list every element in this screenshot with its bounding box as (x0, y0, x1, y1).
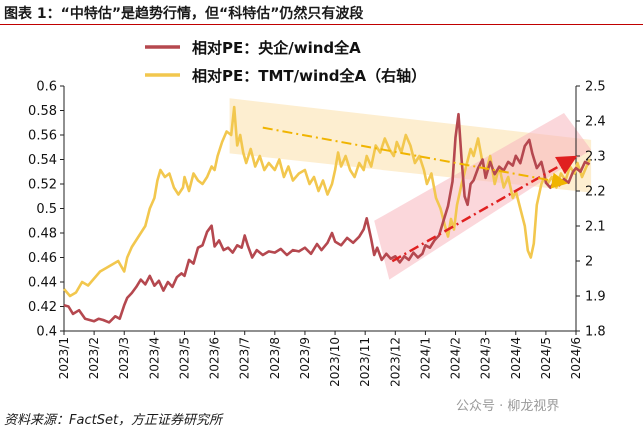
y-left-tick-label: 0.5 (36, 202, 57, 217)
y-right-tick-label: 2.1 (585, 220, 606, 235)
y-right-tick-label: 1.9 (585, 290, 606, 305)
legend: 相对PE：央企/wind全A 相对PE：TMT/wind全A（右轴） (145, 39, 426, 85)
series-lines (63, 105, 591, 324)
x-tick-label: 2023/5 (177, 337, 191, 379)
x-tick-label: 2023/11 (358, 337, 372, 387)
trend-arrow-up (391, 155, 578, 263)
x-tick-label: 2024/5 (539, 337, 553, 379)
x-tick-label: 2023/9 (298, 337, 312, 379)
x-tick-label: 2023/10 (328, 337, 342, 387)
y-left-tick-label: 0.54 (28, 153, 57, 168)
x-tick-label: 2024/3 (479, 337, 493, 379)
x-tick-label: 2023/3 (117, 337, 131, 379)
title-divider (0, 24, 643, 25)
trend-band-up (374, 113, 592, 280)
legend-label-series-2: 相对PE：TMT/wind全A（右轴） (192, 67, 426, 85)
trend-arrow-down (262, 126, 568, 189)
y-left-tick-label: 0.6 (36, 80, 57, 95)
y-left-tick-label: 0.48 (28, 227, 57, 242)
x-tick-label: 2024/4 (509, 337, 523, 379)
x-tick-label: 2024/2 (449, 337, 463, 379)
y-right-tick-label: 2.2 (585, 185, 606, 200)
source-note: 资料来源：FactSet，方正证券研究所 (4, 413, 223, 428)
y-right-tick-label: 2 (585, 255, 593, 270)
x-tick-label: 2023/12 (388, 337, 402, 387)
x-tick-label: 2023/8 (268, 337, 282, 379)
x-tick-label: 2024/6 (569, 337, 583, 379)
x-tick-label: 2024/1 (418, 337, 432, 379)
trend-arrows (262, 126, 578, 263)
axes: 0.4 0.42 0.44 0.46 0.48 0.5 0.52 0.54 0.56 0.58 0.… (28, 80, 606, 387)
y-left-tick-label: 0.58 (28, 104, 57, 119)
y-left-tick-label: 0.4 (36, 325, 57, 340)
series-line-tmt (63, 105, 591, 298)
x-tick-label: 2023/7 (238, 337, 252, 379)
y-left-tick-label: 0.56 (28, 129, 57, 144)
x-tick-label: 2023/4 (147, 337, 161, 379)
y-left-tick-label: 0.52 (28, 178, 57, 193)
y-right-tick-label: 2.4 (585, 115, 606, 130)
legend-label-series-1: 相对PE：央企/wind全A (192, 39, 361, 57)
series-line-soe (63, 112, 591, 324)
y-left-tick-label: 0.46 (28, 251, 57, 266)
y-right-tick-label: 2.5 (585, 80, 606, 95)
x-tick-label: 2023/1 (57, 337, 71, 379)
y-right-tick-label: 1.8 (585, 325, 606, 340)
x-tick-label: 2023/2 (87, 337, 101, 379)
chart-title: 图表 1：“中特估”是趋势行情，但“科特估”仍然只有波段 (4, 6, 364, 22)
y-left-tick-label: 0.42 (28, 300, 57, 315)
y-left-tick-label: 0.44 (28, 276, 57, 291)
x-tick-label: 2023/6 (208, 337, 222, 379)
watermark: 公众号 · 柳龙视界 (456, 399, 560, 414)
